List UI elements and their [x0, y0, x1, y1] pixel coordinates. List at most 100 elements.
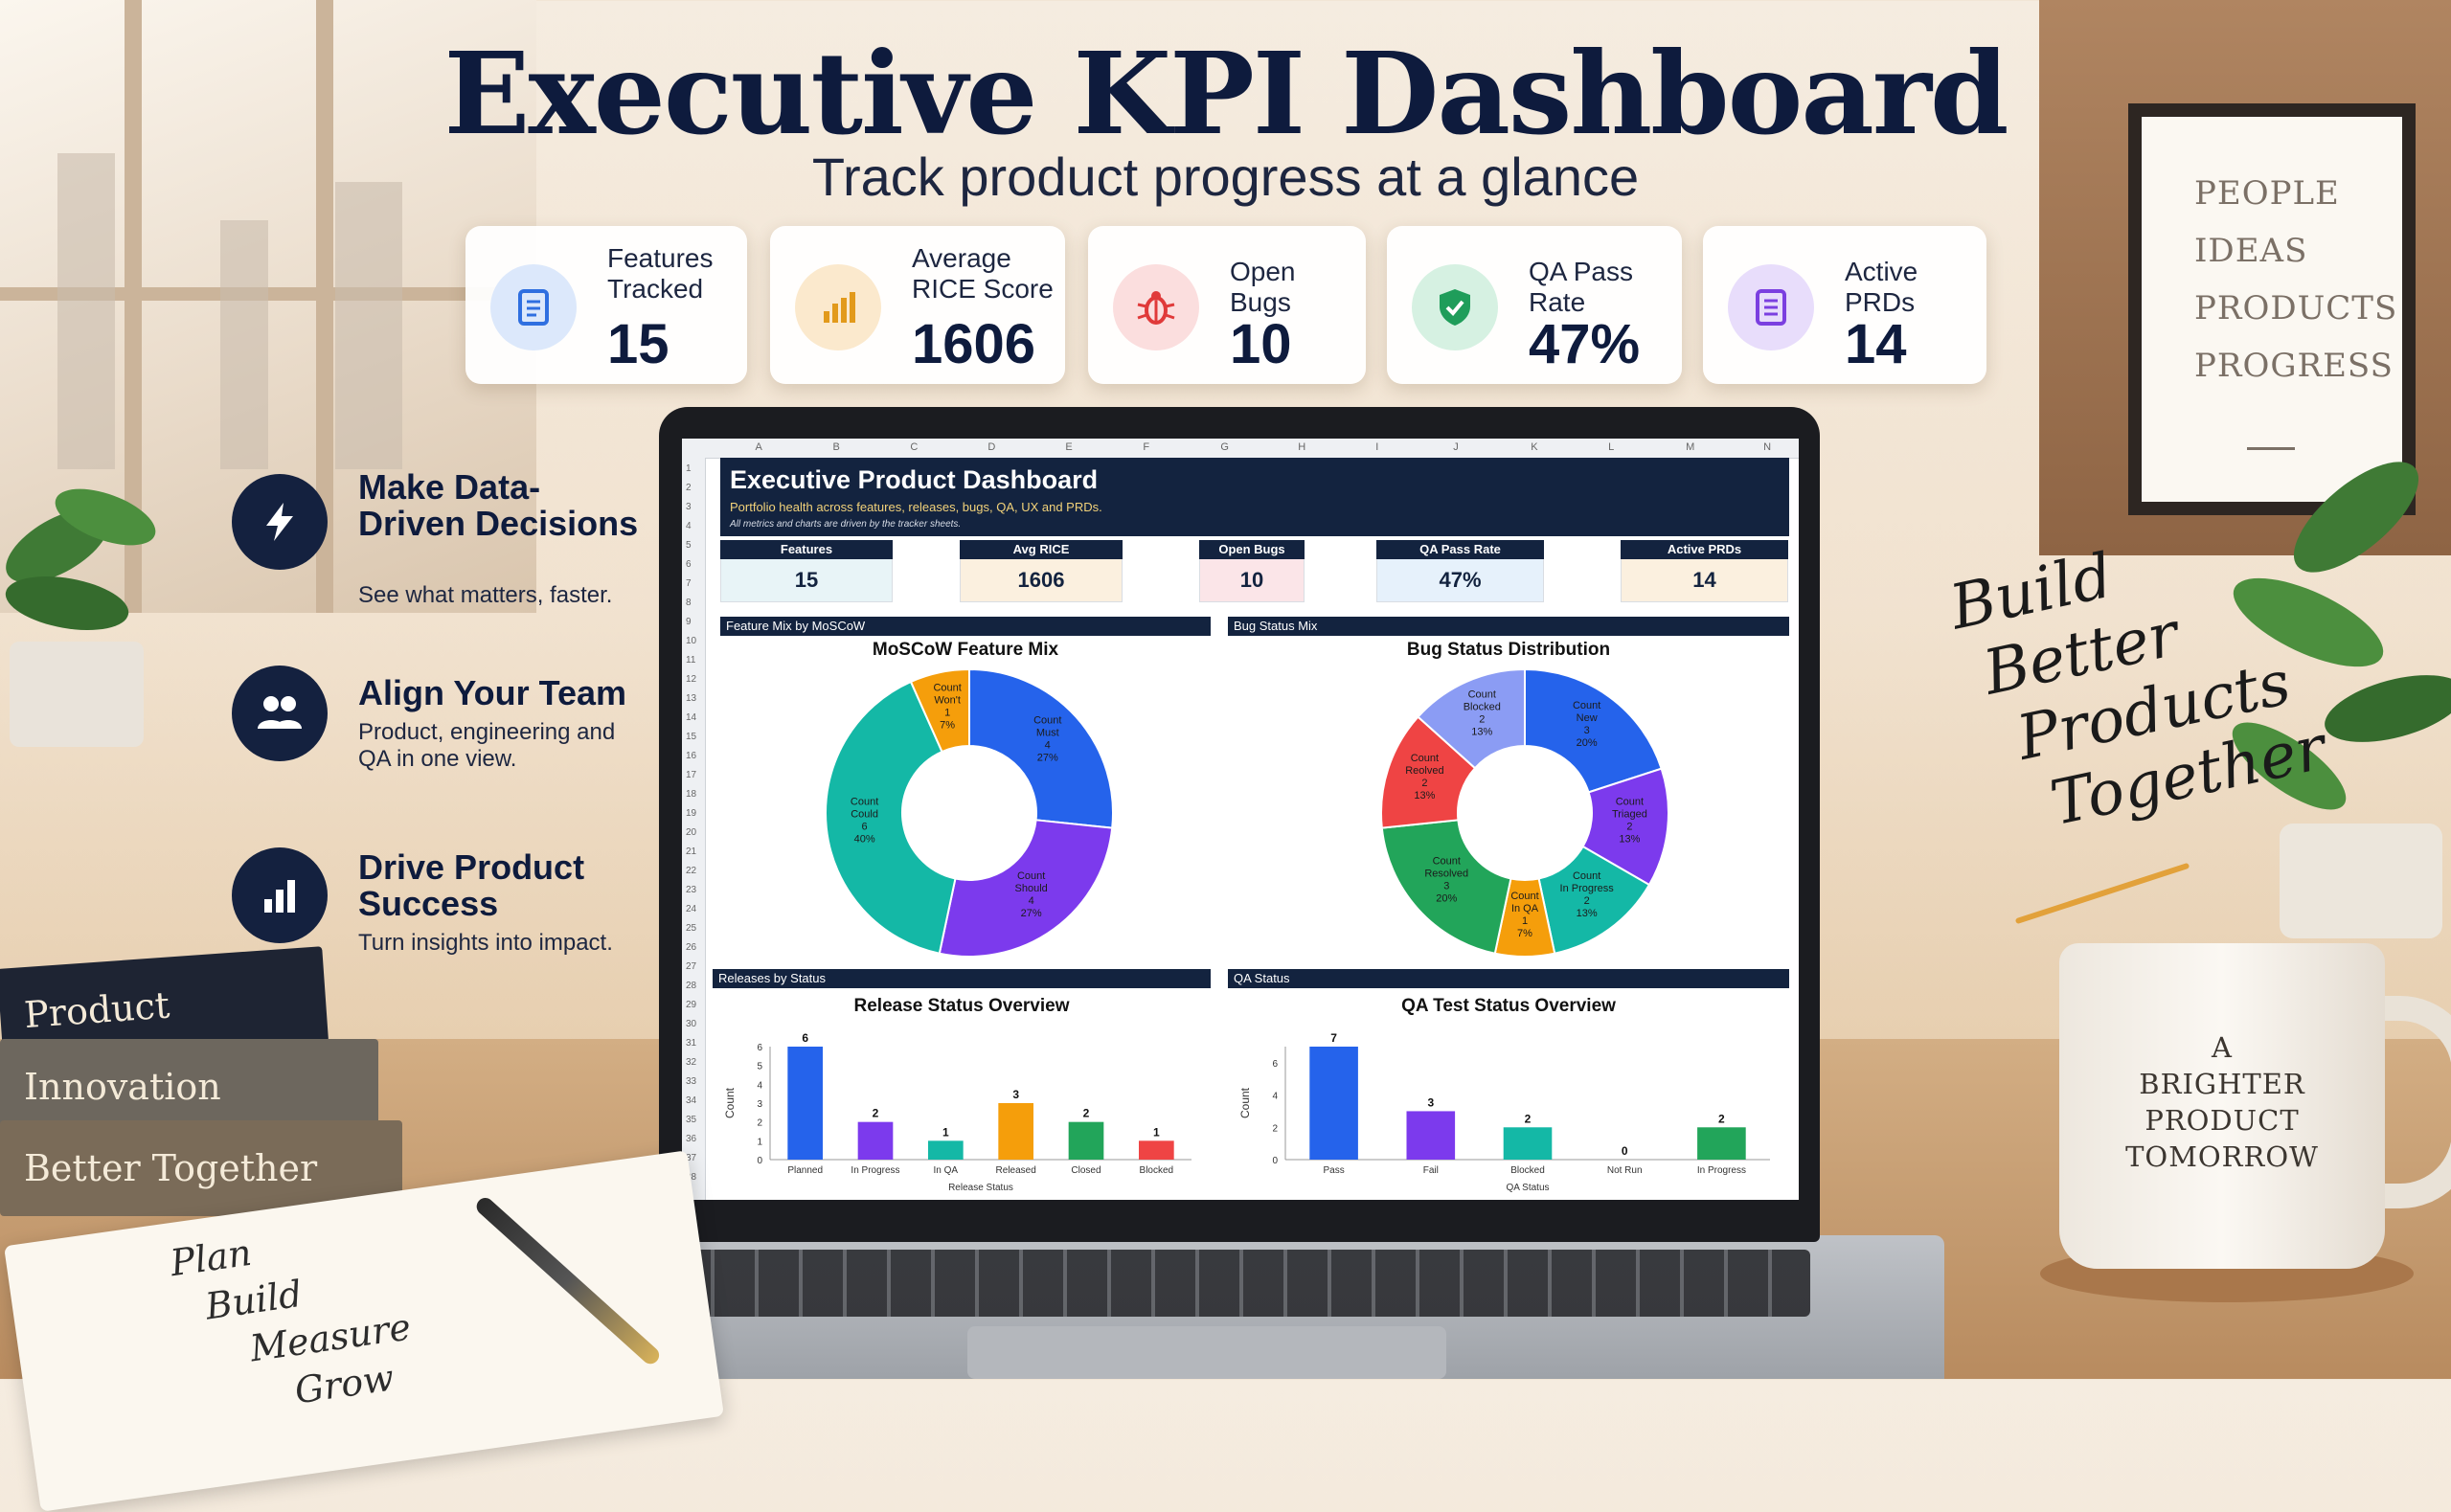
y-tick-label: 0 — [757, 1156, 762, 1166]
column-letter[interactable]: J — [1453, 441, 1459, 453]
row-number[interactable]: 31 — [686, 1038, 697, 1049]
column-letter[interactable]: B — [832, 441, 840, 453]
feature-heading: Make Data-Driven Decisions — [358, 467, 639, 543]
row-number[interactable]: 2 — [686, 483, 692, 493]
row-number[interactable]: 36 — [686, 1134, 697, 1144]
sheet-kpi-prds[interactable]: Active PRDs 14 — [1621, 540, 1788, 602]
row-number[interactable]: 28 — [686, 981, 697, 991]
plant-right — [2232, 462, 2451, 938]
shield-check-icon — [1412, 264, 1498, 350]
sheet-kpi-rice[interactable]: Avg RICE 1606 — [960, 540, 1123, 602]
sheet-kpi-value: 1606 — [960, 559, 1123, 602]
row-number[interactable]: 10 — [686, 636, 697, 646]
row-number[interactable]: 27 — [686, 961, 697, 972]
row-number[interactable]: 15 — [686, 732, 697, 742]
row-number[interactable]: 26 — [686, 942, 697, 953]
row-number[interactable]: 19 — [686, 808, 697, 819]
row-number[interactable]: 13 — [686, 693, 697, 704]
feature-text: Product, engineering and QA in one view. — [358, 719, 616, 772]
y-tick-label: 4 — [757, 1080, 762, 1091]
row-number[interactable]: 1 — [686, 463, 692, 474]
sheet-banner: Executive Product Dashboard Portfolio he… — [720, 458, 1789, 536]
column-letter[interactable]: N — [1763, 441, 1772, 453]
row-number[interactable]: 34 — [686, 1095, 697, 1106]
row-number[interactable]: 38 — [686, 1172, 697, 1183]
coffee-mug — [2059, 943, 2385, 1269]
row-number[interactable]: 20 — [686, 827, 697, 838]
row-number[interactable]: 6 — [686, 559, 692, 570]
y-tick-label: 1 — [757, 1137, 762, 1147]
row-number[interactable]: 12 — [686, 674, 697, 685]
sheet-subtitle: Portfolio health across features, releas… — [730, 500, 1102, 514]
poster-rule — [2247, 447, 2295, 450]
page-title: Executive KPI Dashboard — [443, 27, 2009, 160]
kpi-label: Open Bugs — [1230, 257, 1296, 317]
row-number[interactable]: 14 — [686, 712, 697, 723]
column-letter[interactable]: L — [1608, 441, 1615, 453]
column-letter[interactable]: H — [1298, 441, 1306, 453]
sheet-kpi-bugs[interactable]: Open Bugs 10 — [1199, 540, 1305, 602]
row-number[interactable]: 5 — [686, 540, 692, 551]
column-letter[interactable]: K — [1531, 441, 1538, 453]
column-letter[interactable]: G — [1220, 441, 1229, 453]
sheet-kpi-label: QA Pass Rate — [1376, 540, 1544, 559]
slice-label: Count Could 6 40% — [851, 796, 878, 845]
bar-value-label: 3 — [1427, 1095, 1434, 1109]
bar — [928, 1140, 964, 1160]
x-tick-label: Not Run — [1607, 1165, 1643, 1176]
row-number[interactable]: 33 — [686, 1076, 697, 1087]
sheet-kpi-features[interactable]: Features 15 — [720, 540, 893, 602]
column-letter[interactable]: A — [755, 441, 762, 453]
x-tick-label: Blocked — [1510, 1165, 1545, 1176]
x-tick-label: Planned — [787, 1165, 823, 1176]
row-number[interactable]: 37 — [686, 1153, 697, 1163]
column-letter[interactable]: C — [910, 441, 919, 453]
row-number[interactable]: 25 — [686, 923, 697, 934]
y-tick-label: 2 — [1272, 1123, 1278, 1134]
column-letter[interactable]: E — [1065, 441, 1073, 453]
x-tick-label: In QA — [934, 1165, 959, 1176]
sheet-kpi-qa[interactable]: QA Pass Rate 47% — [1376, 540, 1544, 602]
bar-chart-icon — [232, 847, 328, 943]
row-number[interactable]: 32 — [686, 1057, 697, 1068]
bar-value-label: 3 — [1012, 1088, 1019, 1101]
kpi-value: 15 — [607, 313, 669, 375]
x-tick-label: In Progress — [851, 1165, 899, 1176]
kpi-label: Features Tracked — [607, 243, 714, 304]
chart-title-qa: QA Test Status Overview — [1401, 996, 1616, 1016]
row-number[interactable]: 29 — [686, 1000, 697, 1010]
y-tick-label: 4 — [1272, 1092, 1278, 1102]
column-letter[interactable]: I — [1375, 441, 1379, 453]
row-number[interactable]: 8 — [686, 598, 692, 608]
row-number[interactable]: 4 — [686, 521, 692, 531]
row-number[interactable]: 24 — [686, 904, 697, 914]
row-number[interactable]: 35 — [686, 1115, 697, 1125]
row-number[interactable]: 11 — [686, 655, 696, 666]
row-number[interactable]: 16 — [686, 751, 697, 761]
bug-icon — [1113, 264, 1199, 350]
row-number[interactable]: 22 — [686, 866, 697, 876]
kpi-label: Active PRDs — [1845, 257, 1918, 317]
column-letter[interactable]: D — [987, 441, 996, 453]
row-number[interactable]: 30 — [686, 1019, 697, 1029]
feature-text: See what matters, faster. — [358, 582, 613, 608]
row-number[interactable]: 9 — [686, 617, 692, 627]
bar — [1697, 1127, 1746, 1160]
section-moscow: Feature Mix by MoSCoW — [720, 617, 1211, 636]
poster-line: IDEAS — [2194, 232, 2308, 270]
row-number[interactable]: 21 — [686, 846, 697, 857]
row-number[interactable]: 17 — [686, 770, 697, 780]
row-number[interactable]: 18 — [686, 789, 697, 800]
column-letter[interactable]: M — [1686, 441, 1695, 453]
donut-slice — [909, 667, 970, 754]
x-tick-label: Fail — [1423, 1165, 1439, 1176]
row-number[interactable]: 7 — [686, 578, 692, 589]
feature-text: Turn insights into impact. — [358, 930, 613, 956]
mug-line: A — [2212, 1031, 2233, 1064]
notepad-line: Build — [202, 1272, 305, 1328]
moscow-donut-chart: Count Must 4 27% Count Should 4 27% Count Could 6 4… — [825, 667, 1114, 958]
row-number[interactable]: 23 — [686, 885, 697, 895]
column-letter[interactable]: F — [1143, 441, 1150, 453]
row-number[interactable]: 3 — [686, 502, 692, 512]
kpi-value: 1606 — [912, 313, 1036, 375]
